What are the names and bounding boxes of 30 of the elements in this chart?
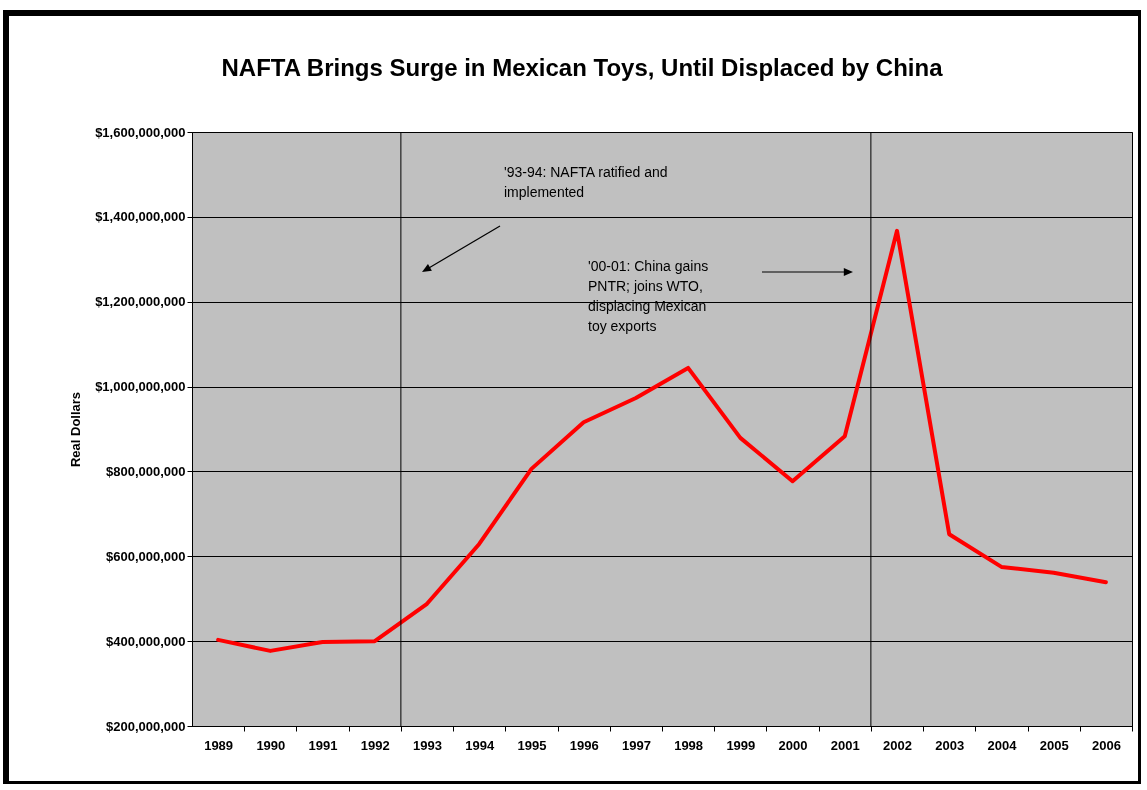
x-tick-label: 2004	[987, 737, 1018, 753]
x-tick-label: 1996	[569, 737, 599, 753]
y-tick-label: $200,000,000	[105, 718, 186, 734]
y-tick-label: $400,000,000	[105, 633, 186, 649]
annotation: '93-94: NAFTA ratified and implemented	[504, 164, 668, 200]
y-tick-label: $1,600,000,000	[95, 124, 186, 140]
x-tick-label: 2001	[830, 737, 860, 753]
y-tick-label: $800,000,000	[105, 463, 186, 479]
y-axis-title: Real Dollars	[68, 391, 84, 468]
x-tick-label: 1989	[204, 737, 234, 753]
x-tick-label: 1993	[413, 737, 442, 753]
x-tick-label: 2000	[778, 737, 808, 753]
y-tick-label: $1,400,000,000	[95, 209, 186, 225]
x-tick-label: 2002	[883, 737, 912, 753]
x-tick-label: 2006	[1091, 737, 1121, 753]
y-tick-label: $1,200,000,000	[95, 294, 186, 310]
x-tick-label: 1995	[517, 737, 547, 753]
x-tick-label: 1997	[621, 737, 651, 753]
x-tick-label: 2005	[1039, 737, 1069, 753]
x-tick-label: 1991	[308, 737, 338, 753]
x-tick-label: 2003	[935, 737, 965, 753]
y-tick-label: $600,000,000	[105, 548, 186, 564]
annotation: '00-01: China gains PNTR; joins WTO, displacing Mexican toy exports	[588, 258, 709, 334]
x-tick-label: 1994	[465, 737, 495, 753]
x-tick-label: 1992	[360, 737, 390, 753]
x-tick-label: 1990	[256, 737, 286, 753]
y-tick-label: $1,000,000,000	[95, 379, 186, 395]
chart-title: NAFTA Brings Surge in Mexican Toys, Until Displaced by China	[221, 54, 944, 81]
x-tick-label: 1999	[726, 737, 756, 753]
x-tick-label: 1998	[674, 737, 704, 753]
